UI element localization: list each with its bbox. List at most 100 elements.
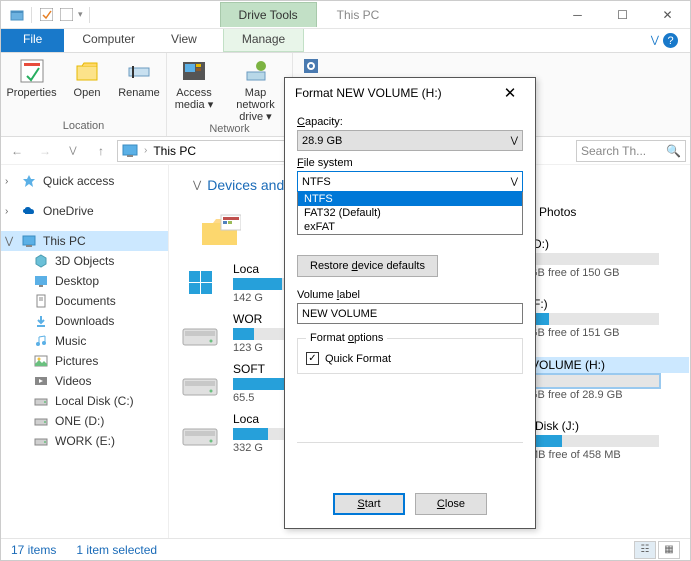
quick-format-checkbox[interactable]: ✓ Quick Format bbox=[306, 352, 514, 365]
ribbon-tabs: File Computer View Manage ⋁ ? bbox=[1, 29, 690, 53]
capacity-label: Capacity: bbox=[297, 116, 523, 128]
details-view-button[interactable]: ☷ bbox=[634, 541, 656, 559]
item-icon bbox=[33, 353, 49, 369]
dialog-close-button[interactable]: ✕ bbox=[495, 84, 525, 102]
properties-icon bbox=[18, 57, 46, 85]
item-icon bbox=[33, 393, 49, 409]
item-icon bbox=[33, 433, 49, 449]
sidebar-item[interactable]: Local Disk (C:) bbox=[1, 391, 168, 411]
nav-pane: ›Quick access ›OneDrive ⋁This PC 3D Obje… bbox=[1, 165, 169, 538]
close-button[interactable]: ✕ bbox=[645, 1, 690, 29]
item-icon bbox=[33, 373, 49, 389]
status-bar: 17 items 1 item selected ☷ ▦ bbox=[1, 538, 690, 560]
dialog-titlebar: Format NEW VOLUME (H:) ✕ bbox=[285, 78, 535, 108]
chevron-down-icon: ⋁ bbox=[511, 176, 518, 187]
drive-item[interactable]: (D:)GB free of 150 GB bbox=[529, 237, 689, 279]
drive-tools-context-tab: Drive Tools bbox=[220, 2, 317, 27]
sidebar-item[interactable]: ONE (D:) bbox=[1, 411, 168, 431]
drive-item[interactable]: VOLUME (H:)GB free of 28.9 GB bbox=[529, 357, 689, 401]
media-icon bbox=[180, 57, 208, 85]
tab-view[interactable]: View bbox=[153, 29, 215, 52]
filesystem-option[interactable]: exFAT bbox=[298, 220, 522, 234]
sidebar-this-pc[interactable]: ⋁This PC bbox=[1, 231, 168, 251]
filesystem-option[interactable]: FAT32 (Default) bbox=[298, 206, 522, 220]
drive-icon bbox=[179, 317, 221, 349]
qat-properties-icon[interactable] bbox=[38, 7, 54, 23]
format-options-group: Format options ✓ Quick Format bbox=[297, 332, 523, 374]
help-button[interactable]: ⋁ ? bbox=[639, 29, 690, 52]
window-title: This PC bbox=[337, 8, 380, 22]
sidebar-item[interactable]: Downloads bbox=[1, 311, 168, 331]
sidebar-onedrive[interactable]: ›OneDrive bbox=[1, 201, 168, 221]
qat-dropdown-icon[interactable]: ▾ bbox=[78, 9, 83, 20]
volume-label-label: Volume label bbox=[297, 289, 523, 301]
sidebar-item[interactable]: WORK (E:) bbox=[1, 431, 168, 451]
open-button[interactable]: Open bbox=[66, 57, 108, 99]
checkbox-icon: ✓ bbox=[306, 352, 319, 365]
tab-manage[interactable]: Manage bbox=[223, 29, 304, 52]
volume-label-input[interactable] bbox=[297, 303, 523, 324]
qat-new-icon[interactable] bbox=[58, 7, 74, 23]
back-button[interactable]: ← bbox=[5, 139, 29, 163]
tab-file[interactable]: File bbox=[1, 29, 64, 52]
format-dialog: Format NEW VOLUME (H:) ✕ Capacity: 28.9 … bbox=[284, 77, 536, 529]
minimize-button[interactable]: ─ bbox=[555, 1, 600, 29]
properties-button[interactable]: Properties bbox=[7, 57, 56, 99]
ribbon-group-location: Location bbox=[7, 120, 160, 132]
map-drive-button[interactable]: Map networkdrive ▾ bbox=[225, 57, 286, 123]
start-button[interactable]: Start bbox=[333, 493, 405, 515]
item-icon bbox=[33, 253, 49, 269]
drive-item[interactable]: (F:)GB free of 151 GB bbox=[529, 297, 689, 339]
up-button[interactable]: ↑ bbox=[89, 139, 113, 163]
close-button[interactable]: Close bbox=[415, 493, 487, 515]
chevron-down-icon: ⋁ bbox=[511, 135, 518, 146]
pc-icon bbox=[122, 143, 138, 159]
capacity-select[interactable]: 28.9 GB⋁ bbox=[297, 130, 523, 151]
ribbon-group-network: Network bbox=[173, 123, 286, 135]
item-count: 17 items bbox=[11, 543, 56, 557]
star-icon bbox=[21, 173, 37, 189]
rename-icon bbox=[125, 57, 153, 85]
sidebar-quick-access[interactable]: ›Quick access bbox=[1, 171, 168, 191]
folder-icon[interactable] bbox=[199, 213, 241, 249]
forward-button[interactable]: → bbox=[33, 139, 57, 163]
drive-icon bbox=[179, 417, 221, 449]
maximize-button[interactable]: ☐ bbox=[600, 1, 645, 29]
filesystem-label: File system bbox=[297, 157, 523, 169]
tab-computer[interactable]: Computer bbox=[64, 29, 153, 52]
map-drive-icon bbox=[242, 57, 270, 85]
titlebar: ▾ Drive Tools This PC ─ ☐ ✕ bbox=[1, 1, 690, 29]
sidebar-item[interactable]: Desktop bbox=[1, 271, 168, 291]
address-text: This PC bbox=[153, 144, 196, 158]
sidebar-item[interactable]: 3D Objects bbox=[1, 251, 168, 271]
access-media-button[interactable]: Accessmedia ▾ bbox=[173, 57, 215, 111]
dialog-title: Format NEW VOLUME (H:) bbox=[295, 86, 442, 100]
sidebar-item[interactable]: Documents bbox=[1, 291, 168, 311]
app-icon bbox=[9, 7, 25, 23]
sidebar-item[interactable]: Music bbox=[1, 331, 168, 351]
filesystem-option[interactable]: NTFS bbox=[298, 192, 522, 206]
sidebar-item[interactable]: Videos bbox=[1, 371, 168, 391]
drive-item[interactable]: l Disk (J:)MB free of 458 MB bbox=[529, 419, 689, 461]
filesystem-dropdown: NTFS FAT32 (Default) exFAT bbox=[297, 192, 523, 235]
icons-view-button[interactable]: ▦ bbox=[658, 541, 680, 559]
sidebar-item[interactable]: Pictures bbox=[1, 351, 168, 371]
recent-button[interactable]: ⋁ bbox=[61, 139, 85, 163]
item-icon bbox=[33, 333, 49, 349]
selection-count: 1 item selected bbox=[76, 543, 157, 557]
search-icon: 🔍 bbox=[666, 144, 681, 158]
filesystem-select[interactable]: NTFS⋁ bbox=[297, 171, 523, 192]
drive-item[interactable]: d Photos bbox=[529, 205, 689, 219]
drive-icon bbox=[179, 267, 221, 299]
item-icon bbox=[33, 313, 49, 329]
cloud-icon bbox=[21, 203, 37, 219]
open-icon bbox=[73, 57, 101, 85]
item-icon bbox=[33, 413, 49, 429]
item-icon bbox=[33, 293, 49, 309]
rename-button[interactable]: Rename bbox=[118, 57, 160, 99]
search-box[interactable]: Search Th... 🔍 bbox=[576, 140, 686, 162]
item-icon bbox=[33, 273, 49, 289]
pc-icon bbox=[21, 233, 37, 249]
ribbon-item-1[interactable] bbox=[299, 57, 684, 75]
restore-defaults-button[interactable]: Restore device defaults bbox=[297, 255, 438, 277]
